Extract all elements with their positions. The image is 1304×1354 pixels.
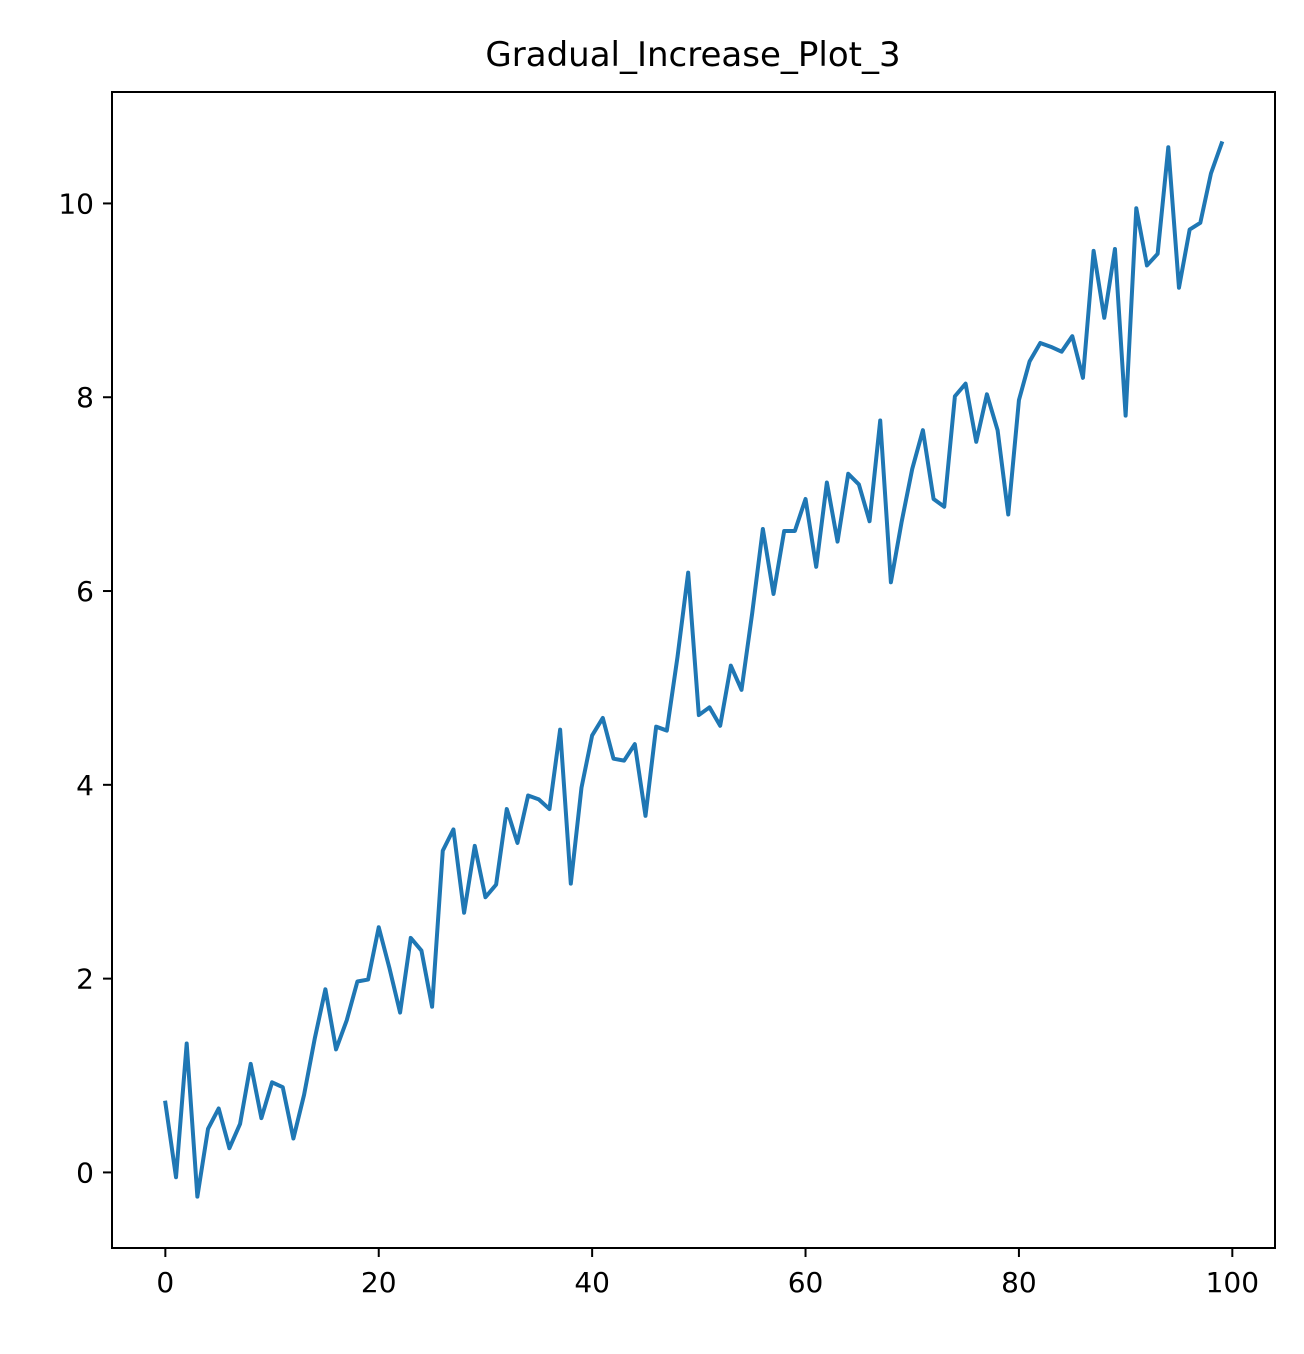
x-tick-label: 100 [1206, 1266, 1259, 1299]
axes-frame [111, 91, 1276, 1249]
y-axis: 0 2 4 6 8 10 [58, 187, 112, 1189]
y-tick-label: 6 [76, 575, 94, 608]
plot-area [163, 140, 1225, 1199]
y-tick-label: 2 [76, 963, 94, 996]
x-axis: 0 20 40 60 80 100 [156, 1248, 1259, 1299]
y-tick-label: 4 [76, 769, 94, 802]
x-tick-label: 0 [156, 1266, 174, 1299]
y-tick-label: 8 [76, 381, 94, 414]
x-tick-label: 40 [574, 1266, 610, 1299]
y-tick-label: 10 [58, 187, 94, 220]
y-tick-label: 0 [76, 1156, 94, 1189]
chart-title: Gradual_Increase_Plot_3 [485, 35, 900, 75]
x-tick-label: 60 [788, 1266, 824, 1299]
series-line-0 [163, 140, 1225, 1199]
x-tick-label: 20 [361, 1266, 397, 1299]
x-tick-label: 80 [1001, 1266, 1037, 1299]
